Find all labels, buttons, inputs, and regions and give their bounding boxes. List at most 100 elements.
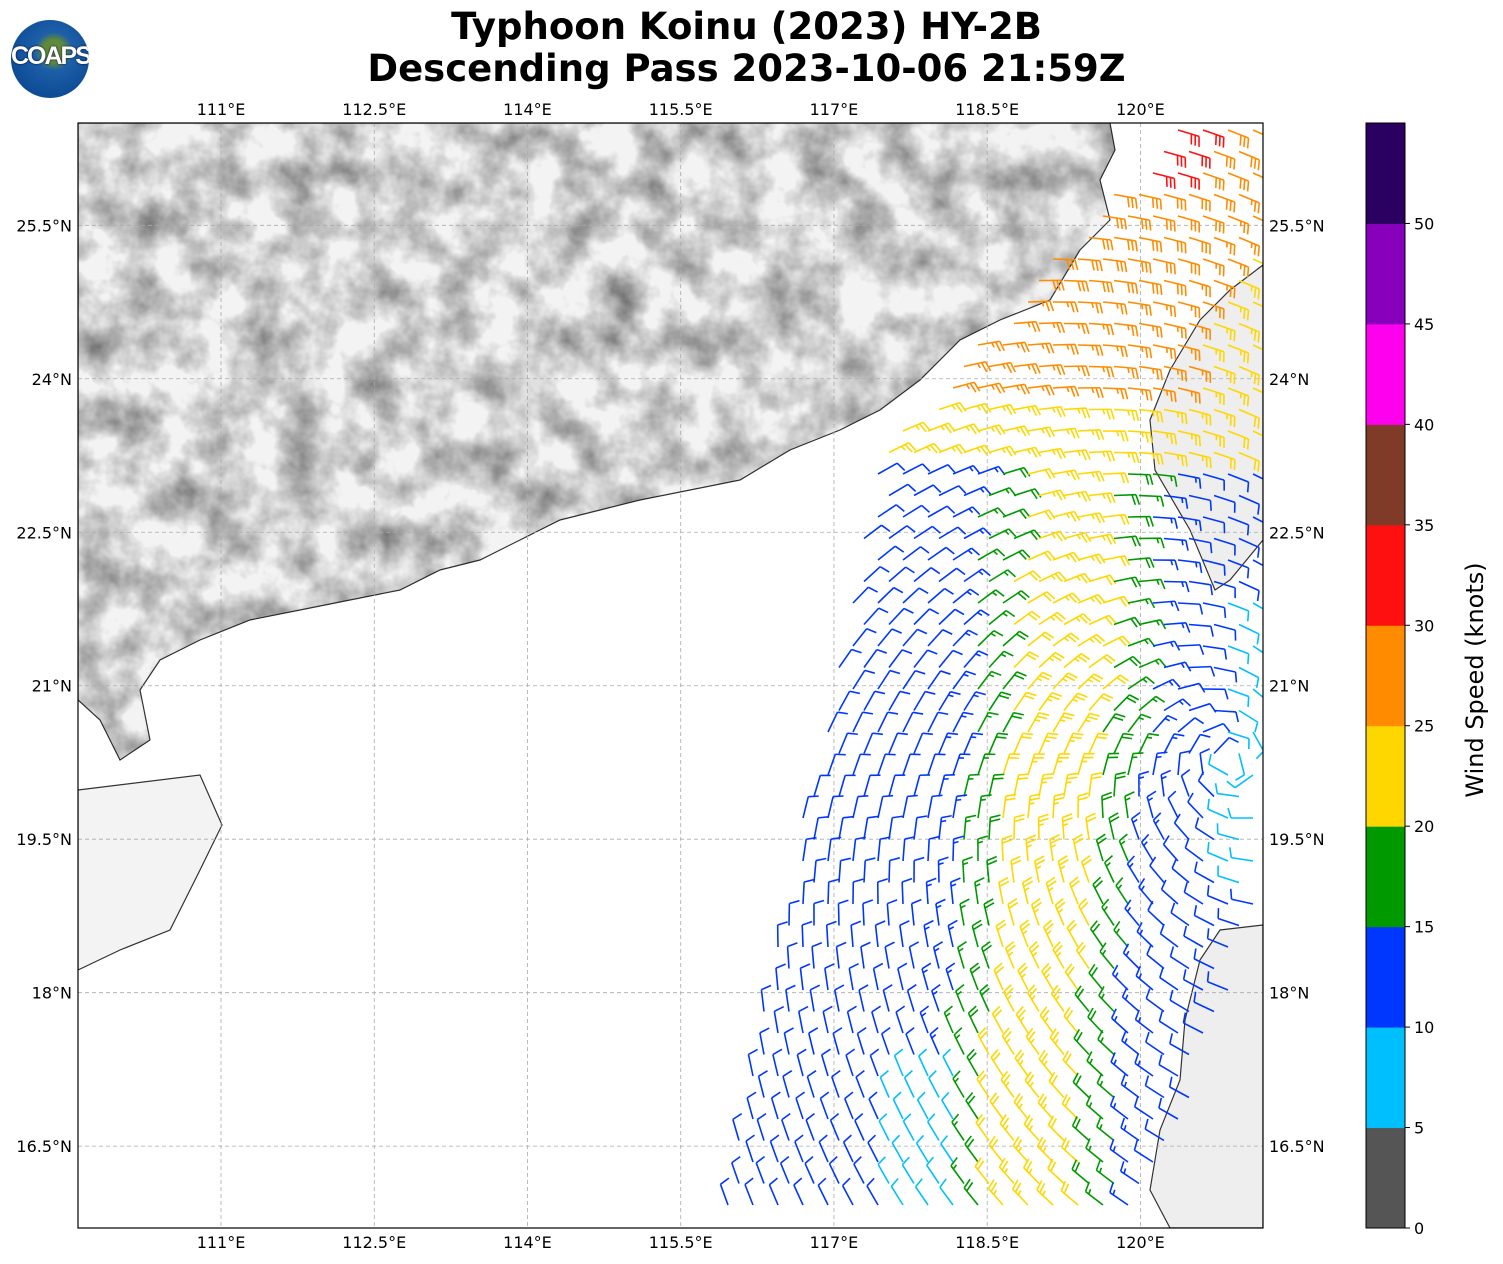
- wind-barb: [866, 1177, 879, 1206]
- wind-barb: [899, 920, 910, 948]
- wind-barb: [916, 1091, 929, 1120]
- wind-barb: [1077, 712, 1100, 733]
- wind-barb: [1127, 258, 1152, 274]
- wind-barb: [1002, 341, 1030, 353]
- wind-barb: [838, 774, 856, 797]
- wind-barb: [1226, 774, 1254, 789]
- wind-barb: [1160, 769, 1172, 797]
- wind-barb: [1144, 1075, 1165, 1099]
- wind-barb: [1063, 449, 1091, 461]
- wind-barb: [1177, 344, 1201, 361]
- wind-barb: [1086, 1051, 1104, 1077]
- wind-barb: [929, 1026, 940, 1055]
- wind-barb: [1038, 530, 1067, 542]
- wind-barb: [1049, 1028, 1065, 1056]
- wind-barb: [949, 877, 961, 905]
- wind-barb: [841, 1177, 854, 1206]
- wind-barb: [977, 382, 1006, 394]
- wind-barb: [1177, 717, 1205, 733]
- wind-barb: [877, 753, 896, 776]
- wind-barb: [1227, 258, 1250, 278]
- colorbar-tick-label: 20: [1414, 817, 1434, 836]
- wind-barb: [902, 546, 930, 561]
- wind-barb: [938, 690, 961, 711]
- wind-barb: [963, 568, 991, 583]
- wind-barb: [831, 1069, 841, 1098]
- wind-barb: [952, 464, 981, 475]
- wind-barb: [1077, 470, 1105, 482]
- wind-barb: [1027, 671, 1053, 690]
- wind-barb: [1113, 535, 1141, 547]
- wind-barb: [1227, 688, 1250, 707]
- wind-barb: [963, 1178, 979, 1206]
- wind-barb: [1134, 1053, 1154, 1077]
- wind-barb: [902, 711, 924, 733]
- wind-barb: [938, 814, 952, 840]
- wind-barb: [1238, 451, 1261, 472]
- wind-barb: [888, 649, 913, 668]
- wind-barb: [965, 1092, 979, 1120]
- wind-barb: [977, 753, 996, 776]
- wind-barb: [1049, 834, 1061, 862]
- wind-barb: [1113, 365, 1139, 379]
- wind-barb: [732, 1113, 743, 1141]
- wind-barb: [1097, 1029, 1115, 1056]
- wind-barb: [838, 857, 851, 883]
- land-terrain: [78, 123, 1263, 1228]
- wind-barb: [1197, 771, 1215, 798]
- wind-barb: [1108, 812, 1120, 840]
- wind-barb: [1088, 614, 1117, 626]
- wind-barb: [1113, 322, 1139, 337]
- wind-barb: [811, 941, 823, 969]
- wind-barb: [1138, 193, 1163, 210]
- wind-barb: [1152, 473, 1178, 487]
- wind-barb: [1052, 343, 1080, 355]
- wind-barb: [1063, 772, 1078, 797]
- bottom-lon-tick-label: 115.5°E: [649, 1233, 713, 1252]
- wind-barb: [820, 1048, 831, 1077]
- wind-barb: [1188, 236, 1211, 255]
- top-lon-tick-label: 111°E: [197, 100, 246, 119]
- wind-barb: [1227, 473, 1250, 493]
- wind-barb: [963, 609, 990, 626]
- wind-barb: [1199, 748, 1210, 776]
- wind-barb: [1102, 752, 1120, 776]
- wind-barb: [1063, 692, 1088, 711]
- wind-barb: [1238, 150, 1261, 171]
- wind-barb: [1015, 1005, 1029, 1034]
- wind-barb: [852, 878, 864, 905]
- wind-barb: [1138, 695, 1166, 712]
- wind-barb: [1069, 876, 1080, 905]
- wind-barb: [1127, 215, 1152, 231]
- wind-barb: [938, 773, 955, 797]
- wind-barb: [977, 340, 1006, 352]
- wind-barb: [1120, 1074, 1140, 1099]
- wind-barb: [980, 940, 992, 969]
- wind-barb: [1077, 898, 1090, 926]
- wind-barb: [913, 525, 941, 540]
- wind-barb: [1183, 925, 1204, 948]
- wind-barb: [1088, 732, 1109, 754]
- wind-barb: [1163, 698, 1192, 712]
- wind-barb: [846, 1005, 857, 1034]
- wind-barb: [776, 921, 788, 948]
- wind-barb: [1124, 791, 1135, 819]
- wind-barb: [1188, 150, 1211, 169]
- wind-barb: [1213, 236, 1236, 256]
- colorbar-bin: [1366, 1127, 1405, 1229]
- wind-barb: [902, 628, 928, 647]
- wind-barb: [1145, 1031, 1165, 1056]
- wind-barb: [1038, 571, 1067, 583]
- wind-barb: [1177, 750, 1191, 776]
- wind-barb: [1052, 469, 1081, 481]
- right-lat-tick-label: 25.5°N: [1269, 216, 1325, 235]
- wind-barb: [1036, 1136, 1054, 1163]
- wind-barb: [827, 753, 846, 776]
- wind-barb: [913, 649, 938, 668]
- wind-barb: [1013, 691, 1037, 711]
- wind-barb: [935, 898, 946, 926]
- wind-barb: [1113, 771, 1126, 797]
- bottom-lon-tick-label: 112.5°E: [342, 1233, 406, 1252]
- wind-barb: [838, 690, 860, 711]
- wind-barb: [1227, 807, 1254, 819]
